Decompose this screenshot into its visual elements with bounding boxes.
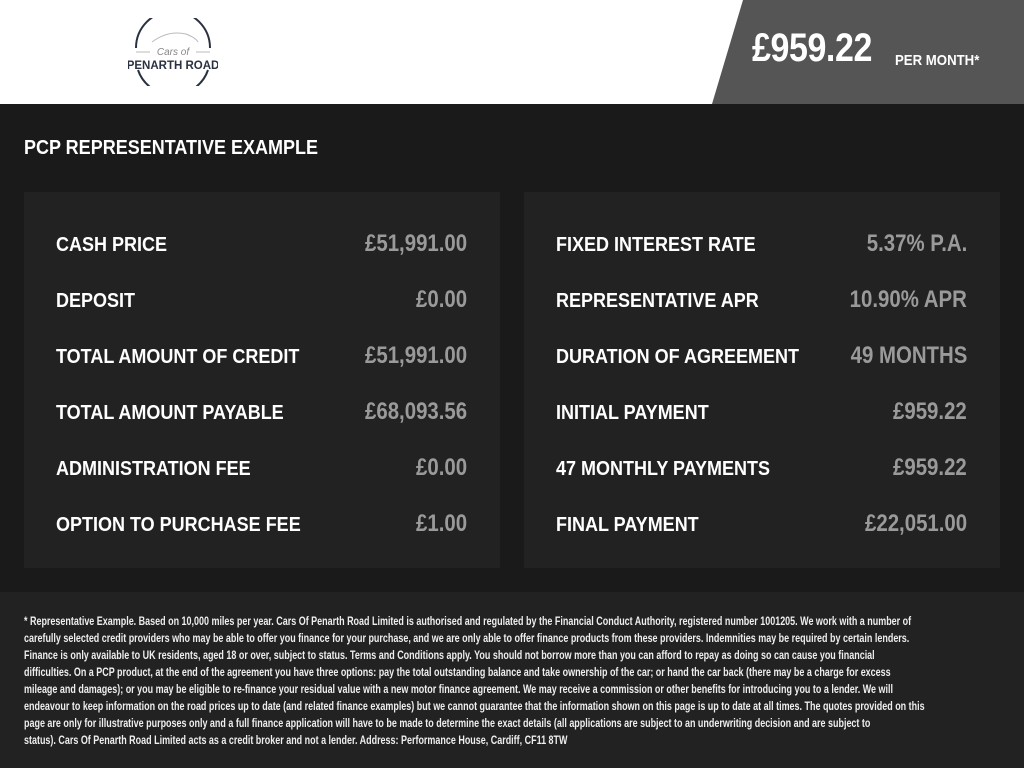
logo[interactable]: Cars of PENARTH ROAD bbox=[128, 18, 218, 86]
finance-row: ADMINISTRATION FEE £0.00 bbox=[56, 454, 467, 484]
row-label: 47 MONTHLY PAYMENTS bbox=[556, 458, 771, 480]
svg-text:Cars of: Cars of bbox=[157, 47, 190, 58]
row-value: 10.90% APR bbox=[849, 286, 967, 313]
finance-row: DEPOSIT £0.00 bbox=[56, 286, 467, 316]
finance-row: DURATION OF AGREEMENT 49 MONTHS bbox=[556, 342, 967, 372]
header: Cars of PENARTH ROAD £959.22 PER MONTH* bbox=[0, 0, 1024, 104]
row-value: £1.00 bbox=[415, 510, 467, 537]
row-label: CASH PRICE bbox=[56, 234, 168, 256]
row-value: 5.37% P.A. bbox=[866, 230, 967, 257]
row-label: DURATION OF AGREEMENT bbox=[556, 346, 799, 368]
finance-row: TOTAL AMOUNT OF CREDIT £51,991.00 bbox=[56, 342, 467, 372]
disclaimer-line: carefully selected credit providers who … bbox=[24, 633, 910, 645]
disclaimer-line: Finance is only available to UK resident… bbox=[24, 650, 875, 662]
per-month-label: PER MONTH* bbox=[895, 52, 980, 69]
disclaimer-line: endeavour to keep information on the roa… bbox=[24, 701, 925, 713]
row-label: FINAL PAYMENT bbox=[556, 514, 699, 536]
disclaimer: * Representative Example. Based on 10,00… bbox=[0, 592, 1024, 768]
finance-row: INITIAL PAYMENT £959.22 bbox=[556, 398, 967, 428]
finance-row: FINAL PAYMENT £22,051.00 bbox=[556, 510, 967, 540]
row-value: £0.00 bbox=[415, 454, 467, 481]
row-label: FIXED INTEREST RATE bbox=[556, 234, 756, 256]
row-value: £22,051.00 bbox=[864, 510, 967, 537]
row-value: £51,991.00 bbox=[364, 230, 467, 257]
finance-row: CASH PRICE £51,991.00 bbox=[56, 230, 467, 260]
finance-row: REPRESENTATIVE APR 10.90% APR bbox=[556, 286, 967, 316]
price-box bbox=[712, 0, 1024, 104]
finance-row: TOTAL AMOUNT PAYABLE £68,093.56 bbox=[56, 398, 467, 428]
row-value: 49 MONTHS bbox=[850, 342, 967, 369]
row-value: £68,093.56 bbox=[364, 398, 467, 425]
row-label: INITIAL PAYMENT bbox=[556, 402, 709, 424]
row-value: £0.00 bbox=[415, 286, 467, 313]
row-label: ADMINISTRATION FEE bbox=[56, 458, 251, 480]
finance-panel-left: CASH PRICE £51,991.00 DEPOSIT £0.00 TOTAL … bbox=[24, 192, 500, 568]
row-value: £959.22 bbox=[893, 454, 967, 481]
svg-text:PENARTH ROAD: PENARTH ROAD bbox=[128, 60, 218, 72]
section-title: PCP REPRESENTATIVE EXAMPLE bbox=[24, 137, 319, 159]
disclaimer-line: status). Cars Of Penarth Road Limited ac… bbox=[24, 735, 568, 747]
row-label: TOTAL AMOUNT PAYABLE bbox=[56, 402, 284, 424]
row-label: REPRESENTATIVE APR bbox=[556, 290, 759, 312]
disclaimer-line: * Representative Example. Based on 10,00… bbox=[24, 616, 912, 628]
row-label: DEPOSIT bbox=[56, 290, 136, 312]
disclaimer-line: page are only for illustrative purposes … bbox=[24, 718, 871, 730]
finance-row: FIXED INTEREST RATE 5.37% P.A. bbox=[556, 230, 967, 260]
finance-panel-right: FIXED INTEREST RATE 5.37% P.A. REPRESENTA… bbox=[524, 192, 1000, 568]
row-label: TOTAL AMOUNT OF CREDIT bbox=[56, 346, 300, 368]
row-value: £51,991.00 bbox=[364, 342, 467, 369]
finance-row: OPTION TO PURCHASE FEE £1.00 bbox=[56, 510, 467, 540]
disclaimer-line: mileage and damages); or you may be elig… bbox=[24, 684, 893, 696]
finance-row: 47 MONTHLY PAYMENTS £959.22 bbox=[556, 454, 967, 484]
row-value: £959.22 bbox=[893, 398, 967, 425]
disclaimer-line: difficulties. On a PCP product, at the e… bbox=[24, 667, 891, 679]
row-label: OPTION TO PURCHASE FEE bbox=[56, 514, 301, 536]
monthly-price: £959.22 bbox=[752, 26, 872, 70]
